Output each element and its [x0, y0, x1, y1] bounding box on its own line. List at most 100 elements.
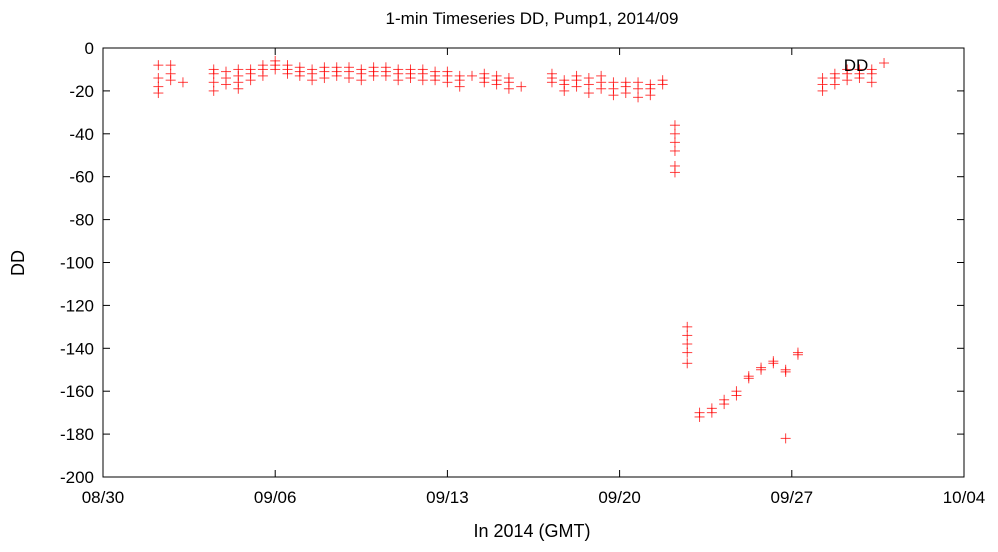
data-point	[682, 347, 693, 358]
data-point	[356, 75, 367, 86]
data-point	[467, 70, 477, 81]
data-point	[153, 88, 164, 99]
data-point	[417, 75, 428, 86]
data-point	[516, 81, 527, 92]
data-point	[319, 73, 330, 84]
data-point	[731, 390, 742, 401]
data-point	[165, 75, 176, 86]
data-point	[393, 75, 404, 86]
y-tick-label: -60	[69, 168, 94, 187]
data-point	[608, 90, 619, 101]
data-point	[491, 79, 502, 90]
data-point	[768, 358, 779, 369]
x-tick-label: 10/04	[943, 488, 986, 507]
x-tick-label: 09/20	[598, 488, 641, 507]
data-point	[645, 90, 656, 101]
y-tick-label: 0	[85, 39, 94, 58]
data-point	[682, 339, 693, 350]
data-point	[307, 75, 318, 86]
data-point	[682, 358, 693, 369]
x-tick-label: 09/13	[426, 488, 469, 507]
data-point	[756, 364, 767, 375]
data-point	[559, 85, 570, 96]
data-point	[430, 75, 441, 86]
y-tick-label: -180	[60, 425, 94, 444]
data-point	[842, 75, 853, 86]
data-point	[669, 128, 680, 139]
data-point	[294, 70, 305, 81]
y-tick-label: -200	[60, 468, 94, 487]
legend-label: DD	[844, 56, 869, 75]
data-point	[208, 85, 219, 96]
data-point	[879, 58, 890, 69]
data-point	[405, 73, 416, 84]
data-point	[866, 77, 877, 88]
y-tick-label: -100	[60, 254, 94, 273]
data-point	[208, 77, 219, 88]
data-point	[380, 70, 391, 81]
data-point	[780, 366, 791, 377]
legend: DD	[844, 56, 869, 75]
data-point	[596, 83, 607, 94]
y-tick-label: -80	[69, 211, 94, 230]
chart-title: 1-min Timeseries DD, Pump1, 2014/09	[386, 9, 679, 28]
data-point	[177, 77, 188, 88]
data-point	[817, 85, 828, 96]
data-point	[442, 77, 453, 88]
data-point	[257, 70, 268, 81]
y-axis-title: DD	[8, 250, 28, 276]
data-point	[153, 60, 164, 71]
y-tick-label: -20	[69, 82, 94, 101]
data-point	[706, 407, 717, 418]
data-point	[546, 77, 557, 88]
plot-frame	[102, 47, 965, 478]
data-point	[233, 83, 244, 94]
y-tick-label: -40	[69, 125, 94, 144]
data-point	[245, 75, 256, 86]
x-axis-title: In 2014 (GMT)	[473, 521, 590, 541]
data-point	[583, 88, 594, 99]
data-point	[282, 68, 293, 79]
data-point	[854, 73, 865, 84]
y-tick-label: -120	[60, 296, 94, 315]
y-tick-label: -140	[60, 339, 94, 358]
data-point	[866, 68, 877, 79]
data-point	[583, 79, 594, 90]
data-point	[657, 79, 668, 90]
x-axis: 08/30 09/06 09/13 09/20 09/27 10/04	[82, 48, 986, 507]
data-point	[479, 77, 490, 88]
data-point	[344, 73, 354, 84]
data-point	[682, 321, 693, 332]
data-point	[221, 79, 231, 90]
data-point	[780, 433, 791, 444]
data-point	[669, 137, 680, 148]
data-point	[331, 70, 342, 81]
data-point	[694, 411, 705, 422]
data-point	[682, 330, 693, 341]
x-tick-label: 08/30	[82, 488, 125, 507]
y-axis: 0 -20 -40 -60 -80 -100 -120 -140 -160 -180 -200	[60, 39, 964, 487]
data-point	[368, 70, 379, 81]
data-point	[503, 83, 514, 94]
x-tick-label: 09/06	[254, 488, 297, 507]
data-point	[633, 83, 644, 94]
x-tick-label: 09/27	[771, 488, 814, 507]
data-point	[633, 92, 644, 103]
data-point	[669, 120, 680, 131]
data-point	[454, 81, 465, 92]
data-points	[153, 55, 890, 444]
data-point	[669, 145, 680, 156]
data-point	[669, 167, 680, 178]
data-point	[270, 64, 281, 75]
data-point	[719, 399, 730, 410]
y-tick-label: -160	[60, 382, 94, 401]
data-point	[571, 81, 582, 92]
data-point	[792, 349, 803, 360]
data-point	[165, 60, 176, 71]
data-point	[208, 68, 219, 79]
data-point	[620, 88, 631, 99]
data-point	[829, 79, 840, 90]
data-point	[743, 373, 754, 384]
data-point	[153, 73, 164, 84]
